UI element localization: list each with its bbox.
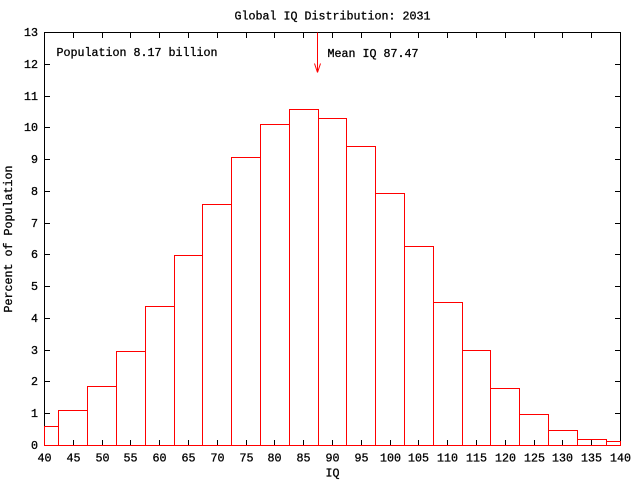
- svg-text:60: 60: [153, 452, 167, 466]
- svg-text:Global IQ Distribution: 2031: Global IQ Distribution: 2031: [235, 10, 431, 24]
- svg-text:Percent of Population: Percent of Population: [2, 166, 16, 313]
- svg-text:1: 1: [31, 407, 38, 421]
- svg-text:7: 7: [31, 217, 38, 231]
- svg-text:6: 6: [31, 248, 38, 262]
- svg-text:11: 11: [24, 90, 38, 104]
- svg-text:125: 125: [524, 452, 545, 466]
- svg-text:12: 12: [24, 58, 38, 72]
- svg-text:2: 2: [31, 375, 38, 389]
- svg-text:IQ: IQ: [326, 467, 340, 481]
- svg-text:80: 80: [268, 452, 282, 466]
- svg-text:120: 120: [495, 452, 516, 466]
- svg-text:100: 100: [380, 452, 401, 466]
- svg-text:115: 115: [466, 452, 487, 466]
- svg-text:Population 8.17 billion: Population 8.17 billion: [57, 46, 218, 60]
- svg-text:130: 130: [552, 452, 573, 466]
- svg-text:50: 50: [96, 452, 110, 466]
- svg-text:8: 8: [31, 185, 38, 199]
- svg-text:5: 5: [31, 280, 38, 294]
- svg-text:13: 13: [24, 26, 38, 40]
- svg-text:85: 85: [297, 452, 311, 466]
- svg-text:9: 9: [31, 153, 38, 167]
- svg-text:65: 65: [182, 452, 196, 466]
- svg-text:55: 55: [124, 452, 138, 466]
- svg-text:3: 3: [31, 344, 38, 358]
- svg-text:110: 110: [437, 452, 458, 466]
- svg-text:95: 95: [355, 452, 369, 466]
- svg-text:10: 10: [24, 121, 38, 135]
- svg-text:70: 70: [211, 452, 225, 466]
- svg-text:75: 75: [240, 452, 254, 466]
- svg-text:140: 140: [610, 452, 631, 466]
- svg-text:135: 135: [581, 452, 602, 466]
- svg-text:4: 4: [31, 312, 38, 326]
- svg-text:Mean IQ 87.47: Mean IQ 87.47: [328, 47, 419, 61]
- svg-text:40: 40: [38, 452, 52, 466]
- svg-text:0: 0: [31, 439, 38, 453]
- svg-text:45: 45: [67, 452, 81, 466]
- svg-text:105: 105: [408, 452, 429, 466]
- svg-text:90: 90: [326, 452, 340, 466]
